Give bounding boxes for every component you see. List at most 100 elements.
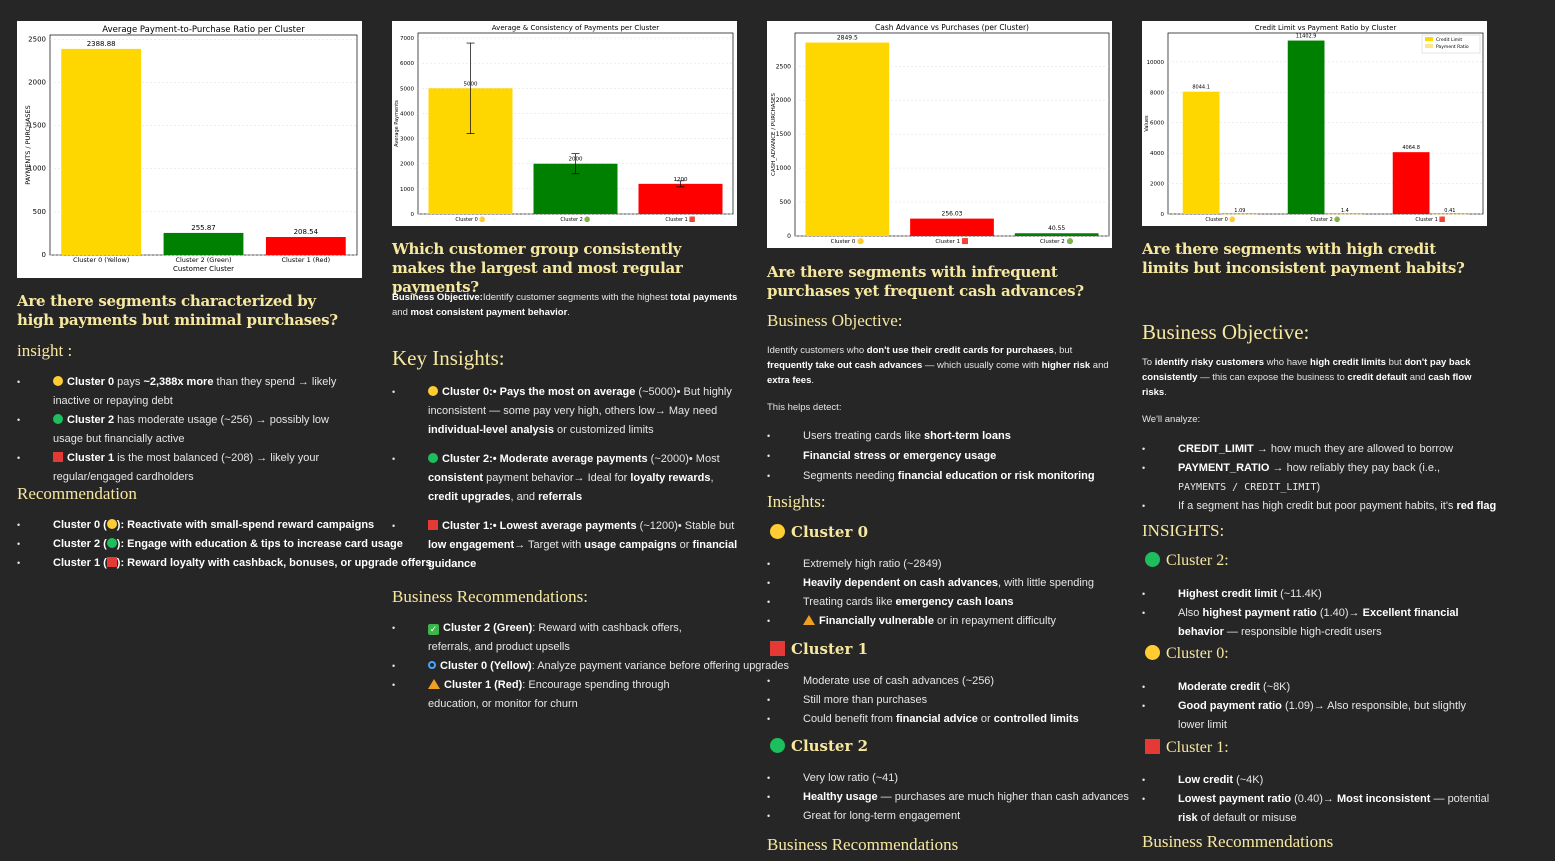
x-tick-label: Cluster 1 (Red) <box>281 256 330 264</box>
col2-key-insights-heading: Key Insights: <box>392 346 505 370</box>
col3-cluster0-list: Extremely high ratio (~2849) Heavily dep… <box>767 555 1137 631</box>
y-tick-label: 0 <box>411 212 415 218</box>
x-tick-label: Cluster 2 🟢 <box>1040 238 1074 245</box>
x-axis-label: Customer Cluster <box>173 265 234 273</box>
bar <box>163 232 244 255</box>
bar <box>910 218 994 236</box>
list-item: Segments needing financial education or … <box>767 466 1127 486</box>
bar <box>638 183 723 214</box>
list-item: CREDIT_LIMIT → how much they are allowed… <box>1142 440 1542 459</box>
bar <box>1392 152 1430 214</box>
list-item: Cluster 2:• Moderate average payments (~… <box>392 450 742 507</box>
list-item: Financial stress or emergency usage <box>767 446 1127 466</box>
col4-objective-text: To identify risky customers who have hig… <box>1142 357 1472 398</box>
red-square-icon <box>1145 739 1160 754</box>
col3-detect-text: This helps detect: <box>767 402 842 413</box>
x-tick-label: Cluster 2 🟢 <box>560 216 590 223</box>
chart-cash-advance-purchases: Cash Advance vs Purchases (per Cluster) 0… <box>767 21 1112 248</box>
legend-label: Payment Ratio <box>1436 44 1469 50</box>
y-tick-label: 8000 <box>1150 90 1164 96</box>
chart0-svg: Average Payment-to-Purchase Ratio per Cl… <box>24 25 358 273</box>
x-tick-label: Cluster 0 🟡 <box>455 216 485 223</box>
warning-icon <box>428 679 440 689</box>
col4-cluster0-list: Moderate credit (~8K) Good payment ratio… <box>1142 678 1492 735</box>
col1-insight-heading: insight : <box>17 341 73 360</box>
list-item: Moderate credit (~8K) <box>1142 678 1492 697</box>
legend-swatch <box>1425 37 1433 41</box>
y-tick-label: 2500 <box>28 35 46 43</box>
green-circle-icon <box>106 538 117 548</box>
list-item: Good payment ratio (1.09)→ Also responsi… <box>1142 697 1492 735</box>
y-tick-label: 2000 <box>776 97 791 104</box>
col4-cluster1-list: Low credit (~4K) Lowest payment ratio (0… <box>1142 771 1492 828</box>
red-square-icon <box>106 557 117 567</box>
bar-label: 4064.8 <box>1402 145 1420 151</box>
y-tick-label: 6000 <box>1150 121 1164 127</box>
col2-objective: Business Objective:Identify customer seg… <box>392 292 738 318</box>
yellow-circle-icon <box>106 519 117 529</box>
bar-label: 40.55 <box>1048 225 1065 232</box>
list-item: Could benefit from financial advice or c… <box>767 710 1137 729</box>
col3-cluster2-heading: Cluster 2 <box>770 737 868 755</box>
legend-box <box>1421 34 1481 54</box>
chart-title: Average Payment-to-Purchase Ratio per Cl… <box>102 25 305 35</box>
red-square-icon <box>428 520 438 530</box>
warning-icon <box>803 615 815 625</box>
legend-swatch <box>1425 44 1433 48</box>
y-axis-label: CASH_ADVANCE / PURCHASES <box>771 93 777 176</box>
col2-recommendations-list: ✓Cluster 2 (Green): Reward with cashback… <box>392 619 789 714</box>
y-tick-label: 7000 <box>400 36 414 42</box>
x-tick-label: Cluster 1 🟥 <box>1415 216 1445 223</box>
col4-cluster2-heading: Cluster 2: <box>1145 552 1229 570</box>
y-tick-label: 1500 <box>776 131 791 138</box>
chart1-svg: Average & Consistency of Payments per Cl… <box>394 24 734 223</box>
list-item: Also highest payment ratio (1.40)→ Excel… <box>1142 604 1492 642</box>
y-axis-label: Average Payments <box>394 100 400 147</box>
y-tick-label: 1000 <box>776 165 791 172</box>
chart-payment-purchase-ratio: Average Payment-to-Purchase Ratio per Cl… <box>17 21 362 278</box>
chart2-svg: Cash Advance vs Purchases (per Cluster) 0… <box>771 23 1110 245</box>
list-item: Very low ratio (~41) <box>767 769 1147 788</box>
y-tick-label: 500 <box>33 208 46 216</box>
chart-title: Average & Consistency of Payments per Cl… <box>492 24 660 32</box>
green-circle-icon <box>770 738 785 753</box>
x-tick-label: Cluster 2 (Green) <box>175 256 231 264</box>
list-item: PAYMENT_RATIO → how reliably they pay ba… <box>1142 459 1542 497</box>
col3-detect-list: Users treating cards like short-term loa… <box>767 426 1127 486</box>
col1-recommendation-list: Cluster 0 (): Reactivate with small-spen… <box>17 516 437 573</box>
bar <box>1014 233 1099 236</box>
y-axis-label: Values <box>1144 115 1150 132</box>
list-item: Cluster 1:• Lowest average payments (~12… <box>392 517 742 574</box>
col1-insight-list: Cluster 0 pays ~2,388x more than they sp… <box>17 373 362 487</box>
green-circle-icon <box>1145 552 1160 567</box>
col3-cluster1-list: Moderate use of cash advances (~256) Sti… <box>767 672 1137 729</box>
x-tick-label: Cluster 0 (Yellow) <box>73 256 129 264</box>
y-tick-label: 2000 <box>28 78 46 86</box>
list-item: Cluster 1 is the most balanced (~208) → … <box>17 449 362 487</box>
col1-question: Are there segments characterized by high… <box>17 292 338 329</box>
col4-objective-heading: Business Objective: <box>1142 320 1310 344</box>
list-item: Cluster 0 pays ~2,388x more than they sp… <box>17 373 362 411</box>
y-tick-label: 2000 <box>1150 182 1164 188</box>
y-tick-label: 1500 <box>28 122 46 130</box>
col2-insights-list: Cluster 0:• Pays the most on average (~5… <box>392 383 742 574</box>
chart-title: Cash Advance vs Purchases (per Cluster) <box>875 23 1029 32</box>
y-tick-label: 1000 <box>400 187 414 193</box>
y-tick-label: 0 <box>1161 212 1165 218</box>
list-item: Treating cards like emergency cash loans <box>767 593 1137 612</box>
list-item: Extremely high ratio (~2849) <box>767 555 1137 574</box>
x-tick-label: Cluster 0 🟡 <box>831 238 865 245</box>
list-item: Highest credit limit (~11.4K) <box>1142 585 1492 604</box>
bar-label: 1200 <box>674 177 688 183</box>
col3-cluster0-heading: Cluster 0 <box>770 523 868 541</box>
bar-secondary-label: 1.09 <box>1234 208 1245 214</box>
col4-cluster0-heading: Cluster 0: <box>1145 645 1229 663</box>
y-axis-label: PAYMENTS / PURCHASES <box>24 105 32 185</box>
col3-objective-heading: Business Objective: <box>767 311 903 330</box>
col4-analyze-text: We'll analyze: <box>1142 414 1201 425</box>
y-tick-label: 4000 <box>1150 151 1164 157</box>
list-item: Cluster 0 (): Reactivate with small-spen… <box>17 516 437 535</box>
col3-cluster2-list: Very low ratio (~41) Healthy usage — pur… <box>767 769 1147 826</box>
bar-label: 2849.5 <box>837 35 858 42</box>
col3-cluster1-heading: Cluster 1 <box>770 640 868 658</box>
